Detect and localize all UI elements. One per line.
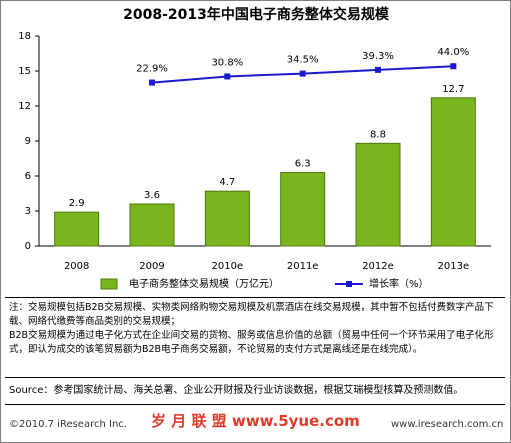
value-label: 12.7 (442, 84, 464, 95)
y-tick-label: 18 (18, 31, 31, 42)
y-tick-label: 3 (25, 206, 31, 217)
value-label: 8.8 (370, 129, 386, 140)
y-tick-label: 9 (25, 136, 31, 147)
bar (204, 190, 250, 247)
value-label: 39.3% (362, 51, 394, 62)
bar (280, 172, 326, 247)
bar (129, 203, 175, 247)
copyright: ©2010.7 iResearch Inc. (9, 419, 127, 430)
bar (430, 97, 476, 247)
url: www.iresearch.com.cn (391, 419, 504, 430)
separator (5, 297, 505, 298)
chart: 2008-2013年中国电子商务整体交易规模 0 3 6 9 12 15 18 2008 200… (18, 6, 491, 290)
value-label: 3.6 (144, 190, 160, 201)
x-tick-label: 2010e (212, 261, 244, 272)
value-label: 44.0% (437, 47, 469, 58)
x-tick-label: 2012e (362, 261, 394, 272)
x-tick-label: 2011e (287, 261, 319, 272)
note: B2B交易规模为通过电子化方式在企业间交易的货物、服务或信息价值的总额（贸易中任… (9, 330, 494, 355)
marker (149, 79, 155, 86)
watermark: 岁 月 联 盟 www.5yue.com (151, 412, 360, 430)
y-tick-label: 0 (25, 241, 31, 252)
chart-title: 2008-2013年中国电子商务整体交易规模 (123, 6, 390, 23)
separator (5, 377, 505, 378)
x-tick-label: 2008 (64, 261, 89, 272)
value-label: 4.7 (219, 177, 235, 188)
marker (450, 63, 457, 70)
marker (375, 66, 381, 73)
x-tick-label: 2013e (438, 261, 470, 272)
separator (5, 404, 505, 405)
value-label: 22.9% (136, 64, 168, 75)
y-tick-label: 15 (18, 66, 31, 77)
marker (299, 70, 306, 77)
value-label: 30.8% (211, 57, 243, 68)
bar (54, 211, 100, 247)
value-label: 2.9 (69, 198, 85, 209)
y-tick-label: 6 (25, 171, 31, 182)
legend-label: 增长率（%） (369, 277, 429, 290)
legend-label: 电子商务整体交易规模（万亿元） (129, 277, 279, 290)
value-label: 34.5% (287, 55, 319, 66)
note: 注：交易规模包括B2B交易规模、实物类网络购物交易规模及机票酒店在线交易规模，其… (9, 302, 494, 327)
value-label: 6.3 (295, 159, 311, 170)
source: Source：参考国家统计局、海关总署、企业公开财报及行业访谈数据，根据艾瑞模型… (9, 385, 464, 396)
y-tick-label: 12 (18, 101, 31, 112)
bar (355, 142, 401, 247)
legend-swatch (346, 281, 352, 287)
marker (224, 73, 231, 80)
legend-swatch (100, 278, 118, 290)
x-tick-label: 2009 (139, 261, 164, 272)
